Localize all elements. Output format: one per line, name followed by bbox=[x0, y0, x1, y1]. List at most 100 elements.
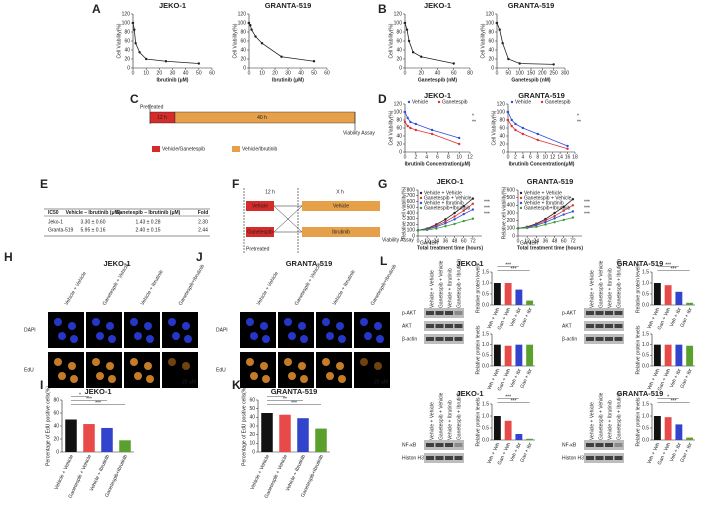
bar bbox=[504, 345, 512, 366]
decoration bbox=[445, 311, 453, 315]
data-point bbox=[536, 138, 539, 142]
y-axis-label: Cell Viability(%) bbox=[491, 110, 497, 145]
bar bbox=[493, 283, 501, 305]
x-tick-label: 10 bbox=[542, 154, 548, 160]
label: Ganetespib bbox=[247, 229, 273, 235]
legend-marker bbox=[519, 191, 523, 195]
legend-marker bbox=[519, 206, 523, 210]
legend-marker bbox=[437, 100, 441, 104]
data-point bbox=[250, 28, 253, 31]
lane-label: Ganetespib + Vehicle bbox=[438, 392, 444, 440]
lane-label: Ganetespib + Vehicle bbox=[598, 260, 604, 308]
chart-title: JEKO-1 bbox=[159, 1, 186, 10]
panel-title: JEKO-1 bbox=[103, 259, 130, 268]
data-point bbox=[407, 39, 411, 43]
y-tick-label: 0 bbox=[127, 65, 130, 71]
x-tick-label: 72 bbox=[470, 238, 476, 244]
decoration bbox=[445, 456, 453, 460]
legend-marker bbox=[407, 100, 411, 104]
decoration bbox=[445, 443, 453, 447]
data-point bbox=[144, 57, 148, 61]
data-point bbox=[571, 204, 575, 207]
data-point bbox=[453, 215, 456, 218]
y-tick-label: 40 bbox=[396, 47, 402, 53]
x-tick-label: 60 bbox=[209, 70, 215, 76]
data-point bbox=[506, 118, 510, 122]
y-tick-label: 1.5 bbox=[482, 401, 489, 407]
label: Viability Assay bbox=[382, 237, 414, 243]
label: 12 h bbox=[157, 115, 167, 121]
y-tick-label: 1.0 bbox=[642, 342, 649, 348]
column-label: Vehicle + Ibrutinib bbox=[140, 269, 165, 306]
row-label: EdU bbox=[216, 367, 226, 373]
decoration bbox=[595, 456, 604, 460]
bar bbox=[504, 420, 512, 440]
significance: * bbox=[577, 113, 579, 119]
data-point bbox=[444, 218, 447, 221]
column-label: Ganetespib+Ibrutinib bbox=[178, 263, 206, 306]
y-axis-label: Cell Viability(%) bbox=[388, 23, 394, 58]
significance: *** bbox=[86, 396, 92, 402]
decoration bbox=[595, 324, 604, 328]
table-header: IC50 bbox=[48, 210, 59, 216]
decoration bbox=[454, 337, 463, 341]
decoration bbox=[584, 453, 624, 463]
y-tick-label: 600 bbox=[407, 199, 416, 205]
x-tick-label: 10 bbox=[143, 70, 149, 76]
y-tick-label: 1.5 bbox=[642, 269, 649, 275]
chart-title: JEKO-1 bbox=[84, 387, 111, 396]
bar bbox=[119, 440, 131, 452]
decoration bbox=[106, 362, 114, 370]
significance: * bbox=[472, 113, 474, 119]
data-point bbox=[406, 124, 409, 128]
data-point bbox=[414, 128, 418, 132]
lane-label: Vehicle + Ibrutinib bbox=[447, 268, 453, 308]
legend-label: Ganetespib + Vehicle bbox=[424, 195, 472, 201]
y-tick-label: 100 bbox=[507, 226, 516, 232]
significance: *** bbox=[484, 211, 490, 217]
x-tick-label: 300 bbox=[561, 70, 570, 76]
decoration bbox=[614, 311, 623, 315]
y-tick-label: 0.5 bbox=[642, 353, 649, 359]
decoration bbox=[605, 456, 613, 460]
phase-label: GAN bbox=[520, 240, 531, 246]
y-tick-label: 1.0 bbox=[482, 342, 489, 348]
decoration bbox=[246, 318, 254, 326]
chart-title: GRANTA-519 bbox=[527, 177, 574, 186]
decoration bbox=[48, 352, 84, 388]
x-tick-label: 30 bbox=[285, 70, 291, 76]
decoration bbox=[595, 337, 604, 341]
x-tick-label: 20 bbox=[157, 70, 163, 76]
data-point bbox=[280, 55, 283, 58]
y-axis-label: Relative protein levels bbox=[635, 397, 641, 446]
y-axis-label: Relative protein levels bbox=[635, 264, 641, 313]
y-tick-label: 60 bbox=[53, 410, 59, 416]
x-tick-label: 0 bbox=[417, 238, 420, 244]
x-tick-label: 14 bbox=[557, 154, 563, 160]
decoration bbox=[144, 322, 152, 330]
data-point bbox=[521, 126, 525, 130]
series-line bbox=[248, 22, 315, 62]
x-tick-label: 0 bbox=[404, 70, 407, 76]
legend-label: Vehicle + Ibrutinib bbox=[524, 200, 564, 206]
bar bbox=[686, 345, 694, 366]
decoration bbox=[250, 372, 258, 380]
y-axis-label: Relative protein levels bbox=[635, 325, 641, 374]
bar bbox=[653, 344, 661, 366]
significance: *** bbox=[505, 262, 511, 268]
table-cell: Granta-519 bbox=[48, 227, 74, 233]
decoration bbox=[426, 456, 434, 460]
data-point bbox=[260, 42, 264, 45]
series-line bbox=[132, 22, 199, 64]
bar bbox=[653, 416, 661, 440]
data-point bbox=[133, 28, 136, 31]
panel-label: H bbox=[4, 250, 13, 264]
data-point bbox=[553, 211, 556, 215]
decoration bbox=[246, 227, 274, 237]
table-cell: 2.44 bbox=[198, 227, 208, 233]
decoration bbox=[586, 337, 594, 341]
decoration bbox=[262, 375, 270, 383]
data-point bbox=[516, 227, 520, 230]
decoration bbox=[360, 318, 368, 326]
panel-label: I bbox=[40, 378, 43, 392]
